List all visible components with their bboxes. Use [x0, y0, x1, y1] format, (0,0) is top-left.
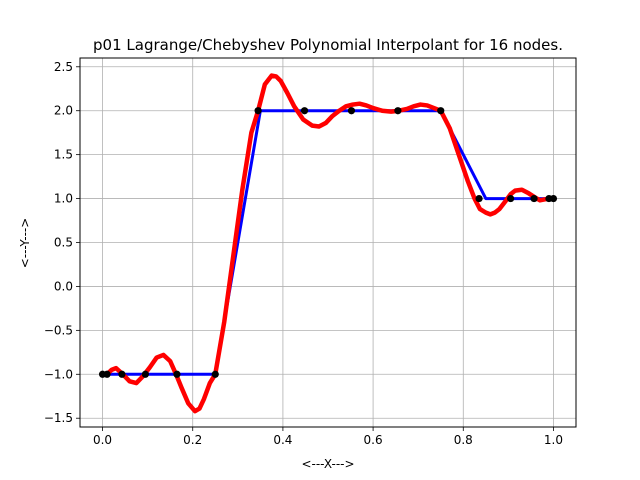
y-tick-label: 1.0 [54, 192, 73, 206]
interpolant-line [100, 73, 556, 414]
x-tick-label: 1.0 [544, 433, 563, 447]
chebyshev-node-point [394, 107, 402, 115]
y-tick-label: −1.0 [44, 367, 73, 381]
x-axis-label: <---X---> [301, 457, 354, 471]
chebyshev-node-point [437, 107, 445, 115]
y-tick-label: −1.5 [44, 411, 73, 425]
chebyshev-node-point [211, 370, 219, 378]
chebyshev-node-point [103, 370, 111, 378]
chebyshev-node-point [173, 370, 181, 378]
chebyshev-node-point [475, 194, 483, 203]
chebyshev-node-point [300, 107, 309, 115]
chebyshev-node-point [347, 107, 356, 115]
y-tick-label: 0.5 [54, 236, 73, 250]
x-tick-label: 0.6 [364, 433, 383, 447]
x-tick-label: 0.0 [93, 433, 112, 447]
y-tick-label: −0.5 [44, 323, 73, 337]
chebyshev-node-point [254, 107, 262, 115]
chart-title: p01 Lagrange/Chebyshev Polynomial Interp… [93, 36, 563, 54]
y-axis-label: <---Y---> [18, 218, 32, 269]
chebyshev-node-point [530, 194, 538, 203]
y-tick-label: 1.5 [54, 148, 73, 162]
y-tick-label: 0.0 [54, 279, 73, 293]
chebyshev-node-point [507, 194, 515, 203]
data-line [102, 109, 554, 376]
y-tick-label: 2.5 [54, 60, 73, 74]
x-axis-ticks: 0.0 0.2 0.4 0.6 0.8 1.0 [93, 427, 563, 447]
chebyshev-node-point [141, 370, 149, 378]
chebyshev-node-point [549, 194, 558, 203]
x-tick-label: 0.8 [454, 433, 473, 447]
y-tick-label: 2.0 [54, 104, 73, 118]
y-axis-ticks: −1.5 −1.0 −0.5 0.0 0.5 1.0 1.5 2.0 2.5 [44, 60, 80, 425]
chebyshev-node-point [118, 370, 126, 378]
x-tick-label: 0.4 [273, 433, 292, 447]
x-tick-label: 0.2 [183, 433, 202, 447]
plot-area [98, 73, 558, 414]
